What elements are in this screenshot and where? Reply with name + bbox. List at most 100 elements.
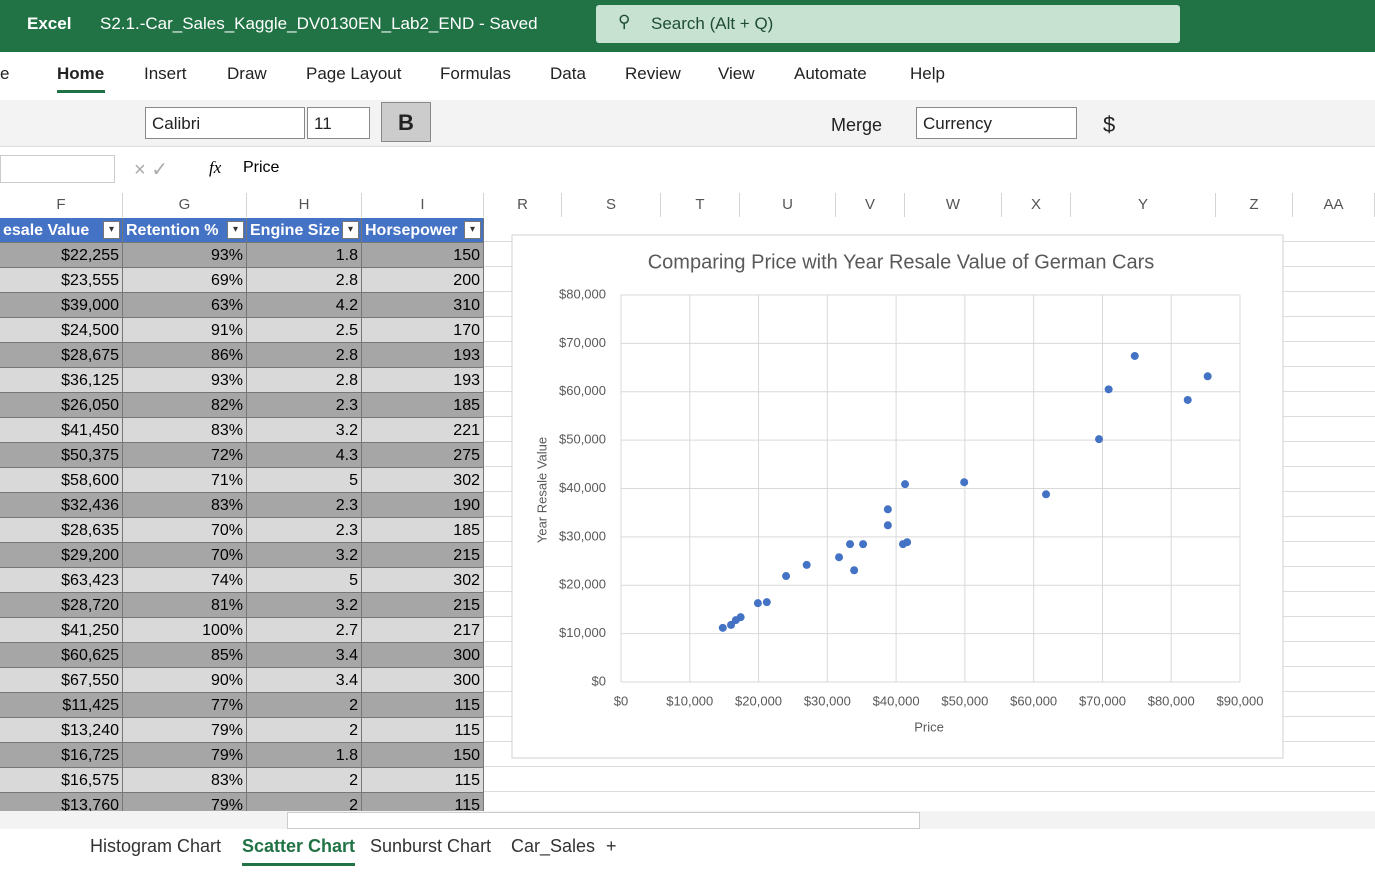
table-cell[interactable]: $41,450 (0, 418, 123, 443)
table-cell[interactable]: 74% (123, 568, 247, 593)
table-cell[interactable]: 4.2 (247, 293, 362, 318)
table-cell[interactable]: $26,050 (0, 393, 123, 418)
table-cell[interactable]: 150 (362, 743, 484, 768)
table-cell[interactable]: 85% (123, 643, 247, 668)
column-header[interactable]: U (740, 193, 836, 217)
table-cell[interactable]: $22,255 (0, 243, 123, 268)
table-cell[interactable]: 90% (123, 668, 247, 693)
bold-button[interactable]: B (381, 102, 431, 142)
sheet-tab[interactable]: Histogram Chart (90, 836, 222, 856)
table-cell[interactable]: 3.2 (247, 543, 362, 568)
table-cell[interactable]: 115 (362, 768, 484, 793)
table-cell[interactable]: $58,600 (0, 468, 123, 493)
ribbon-tab[interactable]: Draw (227, 64, 267, 83)
table-cell[interactable]: $50,375 (0, 443, 123, 468)
ribbon-tab[interactable]: Data (550, 64, 586, 83)
search-box[interactable] (596, 5, 1180, 43)
column-header[interactable]: R (484, 193, 562, 217)
sheet-tab[interactable]: Car_Sales (511, 836, 596, 856)
table-cell[interactable]: 100% (123, 618, 247, 643)
table-cell[interactable]: $41,250 (0, 618, 123, 643)
ribbon-tab[interactable]: Page Layout (306, 64, 402, 83)
currency-button[interactable]: $ (1103, 112, 1116, 137)
table-cell[interactable]: 300 (362, 668, 484, 693)
table-cell[interactable]: 200 (362, 268, 484, 293)
column-header[interactable]: V (836, 193, 905, 217)
table-cell[interactable]: 185 (362, 518, 484, 543)
table-cell[interactable]: 86% (123, 343, 247, 368)
sheet-tab[interactable]: Scatter Chart (242, 836, 356, 866)
font-box[interactable]: Calibri (145, 107, 305, 139)
table-cell[interactable]: $39,000 (0, 293, 123, 318)
table-cell[interactable]: 2.3 (247, 393, 362, 418)
filter-button[interactable]: ▾ (342, 221, 359, 239)
table-cell[interactable]: 5 (247, 568, 362, 593)
table-cell[interactable]: 83% (123, 418, 247, 443)
table-cell[interactable]: $36,125 (0, 368, 123, 393)
ribbon-tab[interactable]: Insert (144, 64, 187, 83)
filter-button[interactable]: ▾ (227, 221, 244, 239)
table-cell[interactable]: $29,200 (0, 543, 123, 568)
column-header[interactable]: AA (1293, 193, 1375, 217)
filter-button[interactable]: ▾ (103, 221, 120, 239)
table-cell[interactable]: $28,635 (0, 518, 123, 543)
table-cell[interactable]: 1.8 (247, 743, 362, 768)
table-cell[interactable]: 4.3 (247, 443, 362, 468)
table-cell[interactable]: 83% (123, 768, 247, 793)
table-cell[interactable]: 2.3 (247, 493, 362, 518)
table-cell[interactable]: 115 (362, 693, 484, 718)
table-cell[interactable]: $28,675 (0, 343, 123, 368)
ribbon-tab[interactable]: Help (910, 64, 945, 83)
table-cell[interactable]: 302 (362, 468, 484, 493)
ribbon-tab[interactable]: Review (625, 64, 681, 83)
table-cell[interactable]: 300 (362, 643, 484, 668)
ribbon-tab[interactable]: e (0, 64, 10, 83)
table-cell[interactable]: 2.3 (247, 518, 362, 543)
ribbon-tab[interactable]: View (718, 64, 755, 83)
table-cell[interactable]: 3.4 (247, 668, 362, 693)
table-cell[interactable]: 93% (123, 368, 247, 393)
search-text[interactable]: Search (Alt + Q) (651, 14, 774, 33)
filter-button[interactable]: ▾ (464, 221, 481, 239)
table-cell[interactable]: 2.8 (247, 368, 362, 393)
column-header[interactable]: S (562, 193, 661, 217)
table-cell[interactable]: 79% (123, 793, 247, 811)
table-cell[interactable]: $16,725 (0, 743, 123, 768)
table-cell[interactable]: 302 (362, 568, 484, 593)
table-cell[interactable]: 2.8 (247, 343, 362, 368)
table-cell[interactable]: $67,550 (0, 668, 123, 693)
table-cell[interactable]: 3.4 (247, 643, 362, 668)
table-cell[interactable]: 2.5 (247, 318, 362, 343)
table-cell[interactable]: 81% (123, 593, 247, 618)
table-cell[interactable]: 2 (247, 793, 362, 811)
table-cell[interactable]: $60,625 (0, 643, 123, 668)
table-cell[interactable]: 79% (123, 718, 247, 743)
column-header[interactable]: X (1002, 193, 1071, 217)
table-cell[interactable]: 5 (247, 468, 362, 493)
table-cell[interactable]: 193 (362, 343, 484, 368)
column-header[interactable]: I (362, 193, 484, 217)
merge-button[interactable]: Merge (831, 115, 883, 135)
table-cell[interactable]: 79% (123, 743, 247, 768)
table-cell[interactable]: 275 (362, 443, 484, 468)
table-cell[interactable]: $16,575 (0, 768, 123, 793)
table-cell[interactable]: 1.8 (247, 243, 362, 268)
table-cell[interactable]: 115 (362, 793, 484, 811)
column-header[interactable]: Z (1216, 193, 1293, 217)
formula-content[interactable]: Price (243, 159, 280, 176)
number-format-box[interactable]: Currency (916, 107, 1077, 139)
table-cell[interactable]: 217 (362, 618, 484, 643)
table-cell[interactable]: $23,555 (0, 268, 123, 293)
table-cell[interactable]: 77% (123, 693, 247, 718)
scroll-thumb[interactable] (287, 812, 920, 829)
table-cell[interactable]: 170 (362, 318, 484, 343)
table-cell[interactable]: 310 (362, 293, 484, 318)
table-cell[interactable]: 3.2 (247, 593, 362, 618)
table-cell[interactable]: 82% (123, 393, 247, 418)
column-header[interactable]: Y (1071, 193, 1216, 217)
table-cell[interactable]: 2 (247, 718, 362, 743)
ribbon-tab[interactable]: Formulas (440, 64, 511, 83)
table-cell[interactable]: 3.2 (247, 418, 362, 443)
table-cell[interactable]: $13,240 (0, 718, 123, 743)
ribbon-tab[interactable]: Automate (794, 64, 867, 83)
